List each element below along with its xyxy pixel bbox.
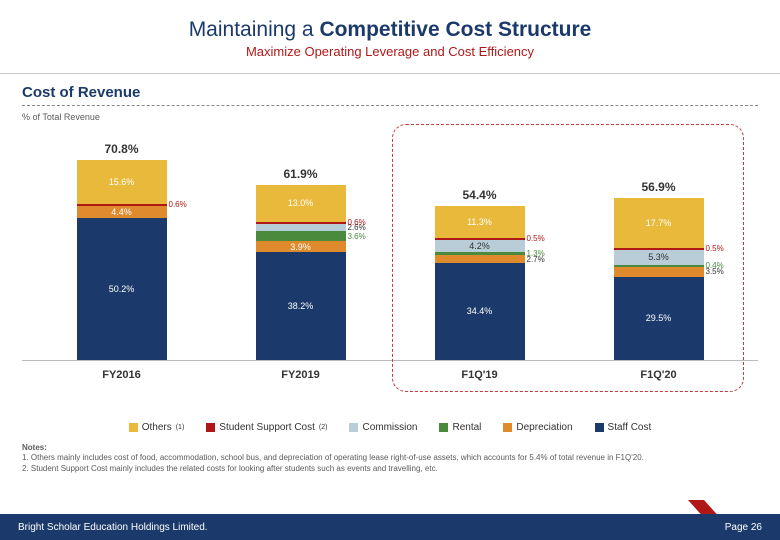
bar-total-label: 61.9% [283, 167, 317, 181]
segment-value: 17.7% [646, 218, 672, 228]
legend-item-depreciation: Depreciation [503, 422, 572, 433]
bar-segment-staff: 29.5% [614, 277, 704, 360]
title-block: Maintaining a Competitive Cost Structure… [0, 0, 780, 67]
bar-segment-staff: 34.4% [435, 263, 525, 360]
bar-total-label: 54.4% [462, 188, 496, 202]
bar-segment-depreciation: 4.4% [77, 206, 167, 218]
note-line: 2. Student Support Cost mainly includes … [22, 464, 758, 474]
segment-value: 11.3% [467, 217, 492, 227]
notes-title: Notes: [22, 443, 758, 453]
bar-segment-others: 11.3% [435, 206, 525, 238]
legend-superscript: (2) [319, 424, 328, 431]
x-axis-label: FY2019 [231, 369, 371, 381]
bar-segment-support: 0.5% [435, 238, 525, 240]
legend-superscript: (1) [176, 424, 185, 431]
x-axis-label: FY2016 [52, 369, 192, 381]
title-pre: Maintaining a [189, 18, 320, 41]
bar-segment-others: 13.0% [256, 185, 346, 222]
legend-item-commission: Commission [349, 422, 417, 433]
stacked-bar: 34.4% 2.7%1.3%4.2%0.5% 11.3% [435, 206, 525, 360]
bar-segment-rental: 3.6% [256, 231, 346, 241]
footer-company: Bright Scholar Education Holdings Limite… [18, 522, 208, 533]
segment-value: 0.6% [169, 200, 187, 209]
x-axis-label: F1Q'19 [410, 369, 550, 381]
segment-value: 4.4% [111, 207, 132, 217]
legend-item-staff: Staff Cost [595, 422, 652, 433]
bar-segment-staff: 38.2% [256, 252, 346, 360]
segment-value: 4.2% [469, 241, 490, 251]
legend-swatch [206, 423, 215, 432]
segment-value: 5.3% [648, 252, 669, 262]
footer-page: Page 26 [725, 522, 762, 533]
segment-value: 13.0% [288, 198, 314, 208]
bar-group: 70.8%50.2%4.4%0.6%15.6% [52, 142, 192, 360]
bar-segment-depreciation: 3.9% [256, 241, 346, 252]
bars-row: 70.8%50.2%4.4%0.6%15.6%61.9%38.2%3.9%3.6… [22, 130, 758, 360]
legend-swatch [595, 423, 604, 432]
stacked-bar: 50.2% 4.4%0.6% 15.6% [77, 160, 167, 360]
legend-label: Staff Cost [608, 422, 652, 433]
bar-group: 54.4%34.4%2.7%1.3%4.2%0.5%11.3% [410, 188, 550, 360]
legend-label: Student Support Cost [219, 422, 315, 433]
segment-value: 29.5% [646, 313, 672, 323]
segment-value: 38.2% [288, 301, 314, 311]
bar-segment-support: 0.5% [614, 248, 704, 250]
page-title: Maintaining a Competitive Cost Structure [0, 18, 780, 42]
bar-segment-others: 15.6% [77, 160, 167, 204]
legend-label: Depreciation [516, 422, 572, 433]
bar-total-label: 70.8% [104, 142, 138, 156]
bar-group: 56.9% 29.5% 3.5%0.4% 5.3% 0.5% 17.7% [589, 180, 729, 360]
x-axis-label: F1Q'20 [589, 369, 729, 381]
segment-value: 0.5% [527, 234, 545, 243]
bar-segment-support: 0.6% [77, 204, 167, 206]
legend-swatch [349, 423, 358, 432]
legend-item-rental: Rental [439, 422, 481, 433]
bar-segment-rental: 0.4% [614, 265, 704, 267]
legend-label: Rental [452, 422, 481, 433]
bar-segment-others: 17.7% [614, 198, 704, 248]
section-header: Cost of Revenue [0, 74, 780, 105]
legend-item-others: Others (1) [129, 422, 185, 433]
segment-value: 0.4% [706, 261, 724, 270]
legend-item-support: Student Support Cost (2) [206, 422, 327, 433]
bar-segment-commission: 5.3% [614, 250, 704, 265]
bar-segment-staff: 50.2% [77, 218, 167, 360]
legend-swatch [503, 423, 512, 432]
y-axis-label: % of Total Revenue [0, 106, 780, 122]
legend-label: Others [142, 422, 172, 433]
bar-segment-rental: 1.3% [435, 252, 525, 256]
stacked-bar: 29.5% 3.5%0.4% 5.3% 0.5% 17.7% [614, 198, 704, 360]
subtitle: Maximize Operating Leverage and Cost Eff… [0, 44, 780, 59]
segment-value: 34.4% [467, 306, 493, 316]
legend-label: Commission [362, 422, 417, 433]
bar-segment-support: 0.6% [256, 222, 346, 224]
segment-value: 1.3% [527, 249, 545, 258]
bar-total-label: 56.9% [641, 180, 675, 194]
segment-value: 50.2% [109, 284, 135, 294]
stacked-bar: 38.2% 3.9%3.6%2.6%0.6% 13.0% [256, 185, 346, 360]
bar-group: 61.9%38.2%3.9%3.6%2.6%0.6%13.0% [231, 167, 371, 360]
bar-segment-depreciation: 2.7% [435, 255, 525, 263]
note-line: 1. Others mainly includes cost of food, … [22, 453, 758, 463]
bar-segment-commission: 2.6% [256, 224, 346, 231]
legend-swatch [129, 423, 138, 432]
footer-bar: Bright Scholar Education Holdings Limite… [0, 514, 780, 540]
notes: Notes: 1. Others mainly includes cost of… [0, 433, 780, 474]
legend: Others (1) Student Support Cost (2) Commissi… [22, 422, 758, 433]
segment-value: 3.6% [348, 232, 366, 241]
legend-swatch [439, 423, 448, 432]
bar-segment-depreciation: 3.5% [614, 267, 704, 277]
bar-segment-commission: 4.2% [435, 240, 525, 252]
segment-value: 0.5% [706, 244, 724, 253]
chart-area: 70.8%50.2%4.4%0.6%15.6%61.9%38.2%3.9%3.6… [22, 130, 758, 410]
title-bold: Competitive Cost Structure [319, 18, 591, 41]
segment-value: 15.6% [109, 177, 135, 187]
segment-value: 0.6% [348, 218, 366, 227]
segment-value: 3.9% [290, 242, 311, 252]
x-axis-labels: FY2016 FY2019 F1Q'19 F1Q'20 [22, 361, 758, 381]
